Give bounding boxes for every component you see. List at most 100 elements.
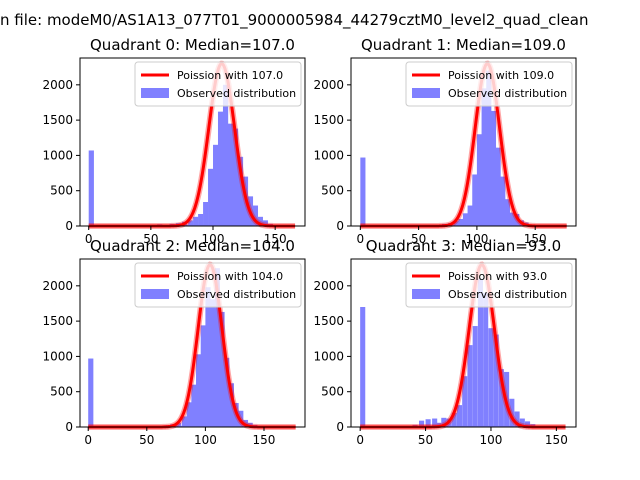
histogram-bar bbox=[247, 422, 253, 427]
legend-box bbox=[134, 262, 302, 308]
histogram-bar bbox=[453, 221, 459, 226]
histogram-bar bbox=[232, 128, 239, 226]
x-tick-label: 50 bbox=[418, 433, 433, 447]
y-tick-label: 2000 bbox=[313, 279, 344, 293]
y-tick-label: 0 bbox=[336, 219, 344, 233]
legend-label-poisson: Poission with 107.0 bbox=[177, 69, 283, 82]
y-tick-label: 500 bbox=[50, 385, 73, 399]
histogram-bar bbox=[504, 199, 511, 226]
histogram-bar bbox=[476, 134, 483, 226]
x-tick-label: 0 bbox=[356, 433, 364, 447]
legend-label-observed: Observed distribution bbox=[177, 288, 296, 301]
legend-label-poisson: Poission with 104.0 bbox=[177, 270, 283, 283]
histogram-bar bbox=[462, 213, 469, 226]
subplot-title: Quadrant 0: Median=107.0 bbox=[90, 36, 295, 54]
legend-label-poisson: Poission with 93.0 bbox=[448, 270, 547, 283]
histogram-bar bbox=[493, 334, 499, 427]
histogram-bar bbox=[486, 70, 492, 227]
y-tick-label: 1000 bbox=[42, 148, 73, 162]
legend-box bbox=[405, 262, 573, 308]
y-tick-label: 1500 bbox=[42, 314, 73, 328]
legend-label-observed: Observed distribution bbox=[177, 87, 296, 100]
y-tick-label: 1000 bbox=[42, 349, 73, 363]
histogram-bar bbox=[208, 168, 214, 226]
legend-label-observed: Observed distribution bbox=[448, 87, 567, 100]
histogram-bar bbox=[88, 150, 94, 226]
histogram-bar bbox=[462, 376, 468, 427]
histogram-bar bbox=[467, 205, 473, 226]
histogram-bar bbox=[196, 354, 202, 427]
y-tick-label: 0 bbox=[336, 420, 344, 434]
x-tick-label: 0 bbox=[357, 232, 365, 246]
x-tick-label: 50 bbox=[139, 433, 154, 447]
histogram-bar bbox=[477, 278, 483, 427]
histogram-bar bbox=[467, 345, 473, 427]
y-tick-label: 1500 bbox=[313, 314, 344, 328]
y-tick-label: 1500 bbox=[42, 113, 73, 127]
histogram-bar bbox=[436, 422, 442, 427]
x-tick-label: 150 bbox=[264, 232, 287, 246]
x-tick-label: 50 bbox=[411, 232, 426, 246]
histogram-bar bbox=[481, 88, 487, 227]
histogram-bar bbox=[472, 326, 478, 427]
histogram-bar bbox=[451, 412, 457, 427]
histogram-bar bbox=[219, 311, 225, 427]
histogram-bar bbox=[488, 328, 494, 427]
histogram-bar bbox=[425, 419, 431, 427]
legend-bar-swatch bbox=[141, 88, 169, 98]
histogram-baseline bbox=[88, 425, 296, 427]
histogram-bar bbox=[490, 110, 497, 226]
histogram-bar bbox=[222, 84, 229, 226]
histogram-baseline-bar bbox=[88, 224, 296, 226]
subplot-title: Quadrant 3: Median=93.0 bbox=[366, 237, 561, 255]
histogram-bar bbox=[498, 369, 504, 427]
histogram-bar bbox=[176, 422, 182, 427]
y-tick-label: 1000 bbox=[313, 148, 344, 162]
histogram-bar bbox=[188, 220, 194, 226]
legend-bar-swatch bbox=[412, 289, 440, 299]
histogram-bar bbox=[200, 325, 206, 427]
x-tick-label: 100 bbox=[480, 433, 503, 447]
legend-bar-swatch bbox=[141, 289, 169, 299]
histogram-bar bbox=[519, 418, 525, 427]
legend: Poission with 107.0 Observed distribution bbox=[134, 61, 302, 107]
y-tick-label: 2000 bbox=[42, 279, 73, 293]
histogram-bar bbox=[228, 383, 234, 427]
axes-frame bbox=[350, 57, 577, 227]
histogram-baseline-bar bbox=[360, 224, 567, 226]
axes-frame bbox=[79, 258, 306, 428]
legend-bar-swatch bbox=[412, 88, 440, 98]
histogram-bar bbox=[191, 384, 197, 427]
histogram-bar bbox=[509, 398, 515, 427]
histogram-bar bbox=[458, 218, 464, 226]
histogram-bar bbox=[262, 220, 268, 226]
histogram-baseline bbox=[88, 224, 296, 226]
histogram-bar bbox=[495, 147, 501, 226]
y-tick-label: 0 bbox=[65, 219, 73, 233]
histogram-bar bbox=[456, 405, 463, 427]
histogram-bar bbox=[432, 418, 438, 427]
y-tick-label: 2000 bbox=[42, 78, 73, 92]
legend: Poission with 104.0 Observed distribution bbox=[134, 262, 302, 308]
y-tick-label: 500 bbox=[50, 184, 73, 198]
y-tick-label: 2000 bbox=[313, 78, 344, 92]
y-tick-label: 1000 bbox=[313, 349, 344, 363]
x-tick-label: 150 bbox=[545, 433, 568, 447]
x-tick-label: 100 bbox=[202, 232, 225, 246]
x-tick-label: 150 bbox=[524, 232, 547, 246]
legend-label-poisson: Poission with 109.0 bbox=[448, 69, 554, 82]
histogram-bar bbox=[237, 156, 244, 226]
histogram-bar bbox=[257, 216, 263, 226]
histogram-bar bbox=[500, 176, 506, 226]
x-tick-label: 50 bbox=[143, 232, 158, 246]
histogram-baseline bbox=[360, 425, 566, 427]
histogram-baseline-bar bbox=[360, 425, 566, 427]
histogram-bar bbox=[214, 268, 220, 427]
histogram-bar bbox=[198, 214, 204, 226]
histogram-bar bbox=[181, 416, 188, 427]
legend-box bbox=[134, 61, 302, 107]
